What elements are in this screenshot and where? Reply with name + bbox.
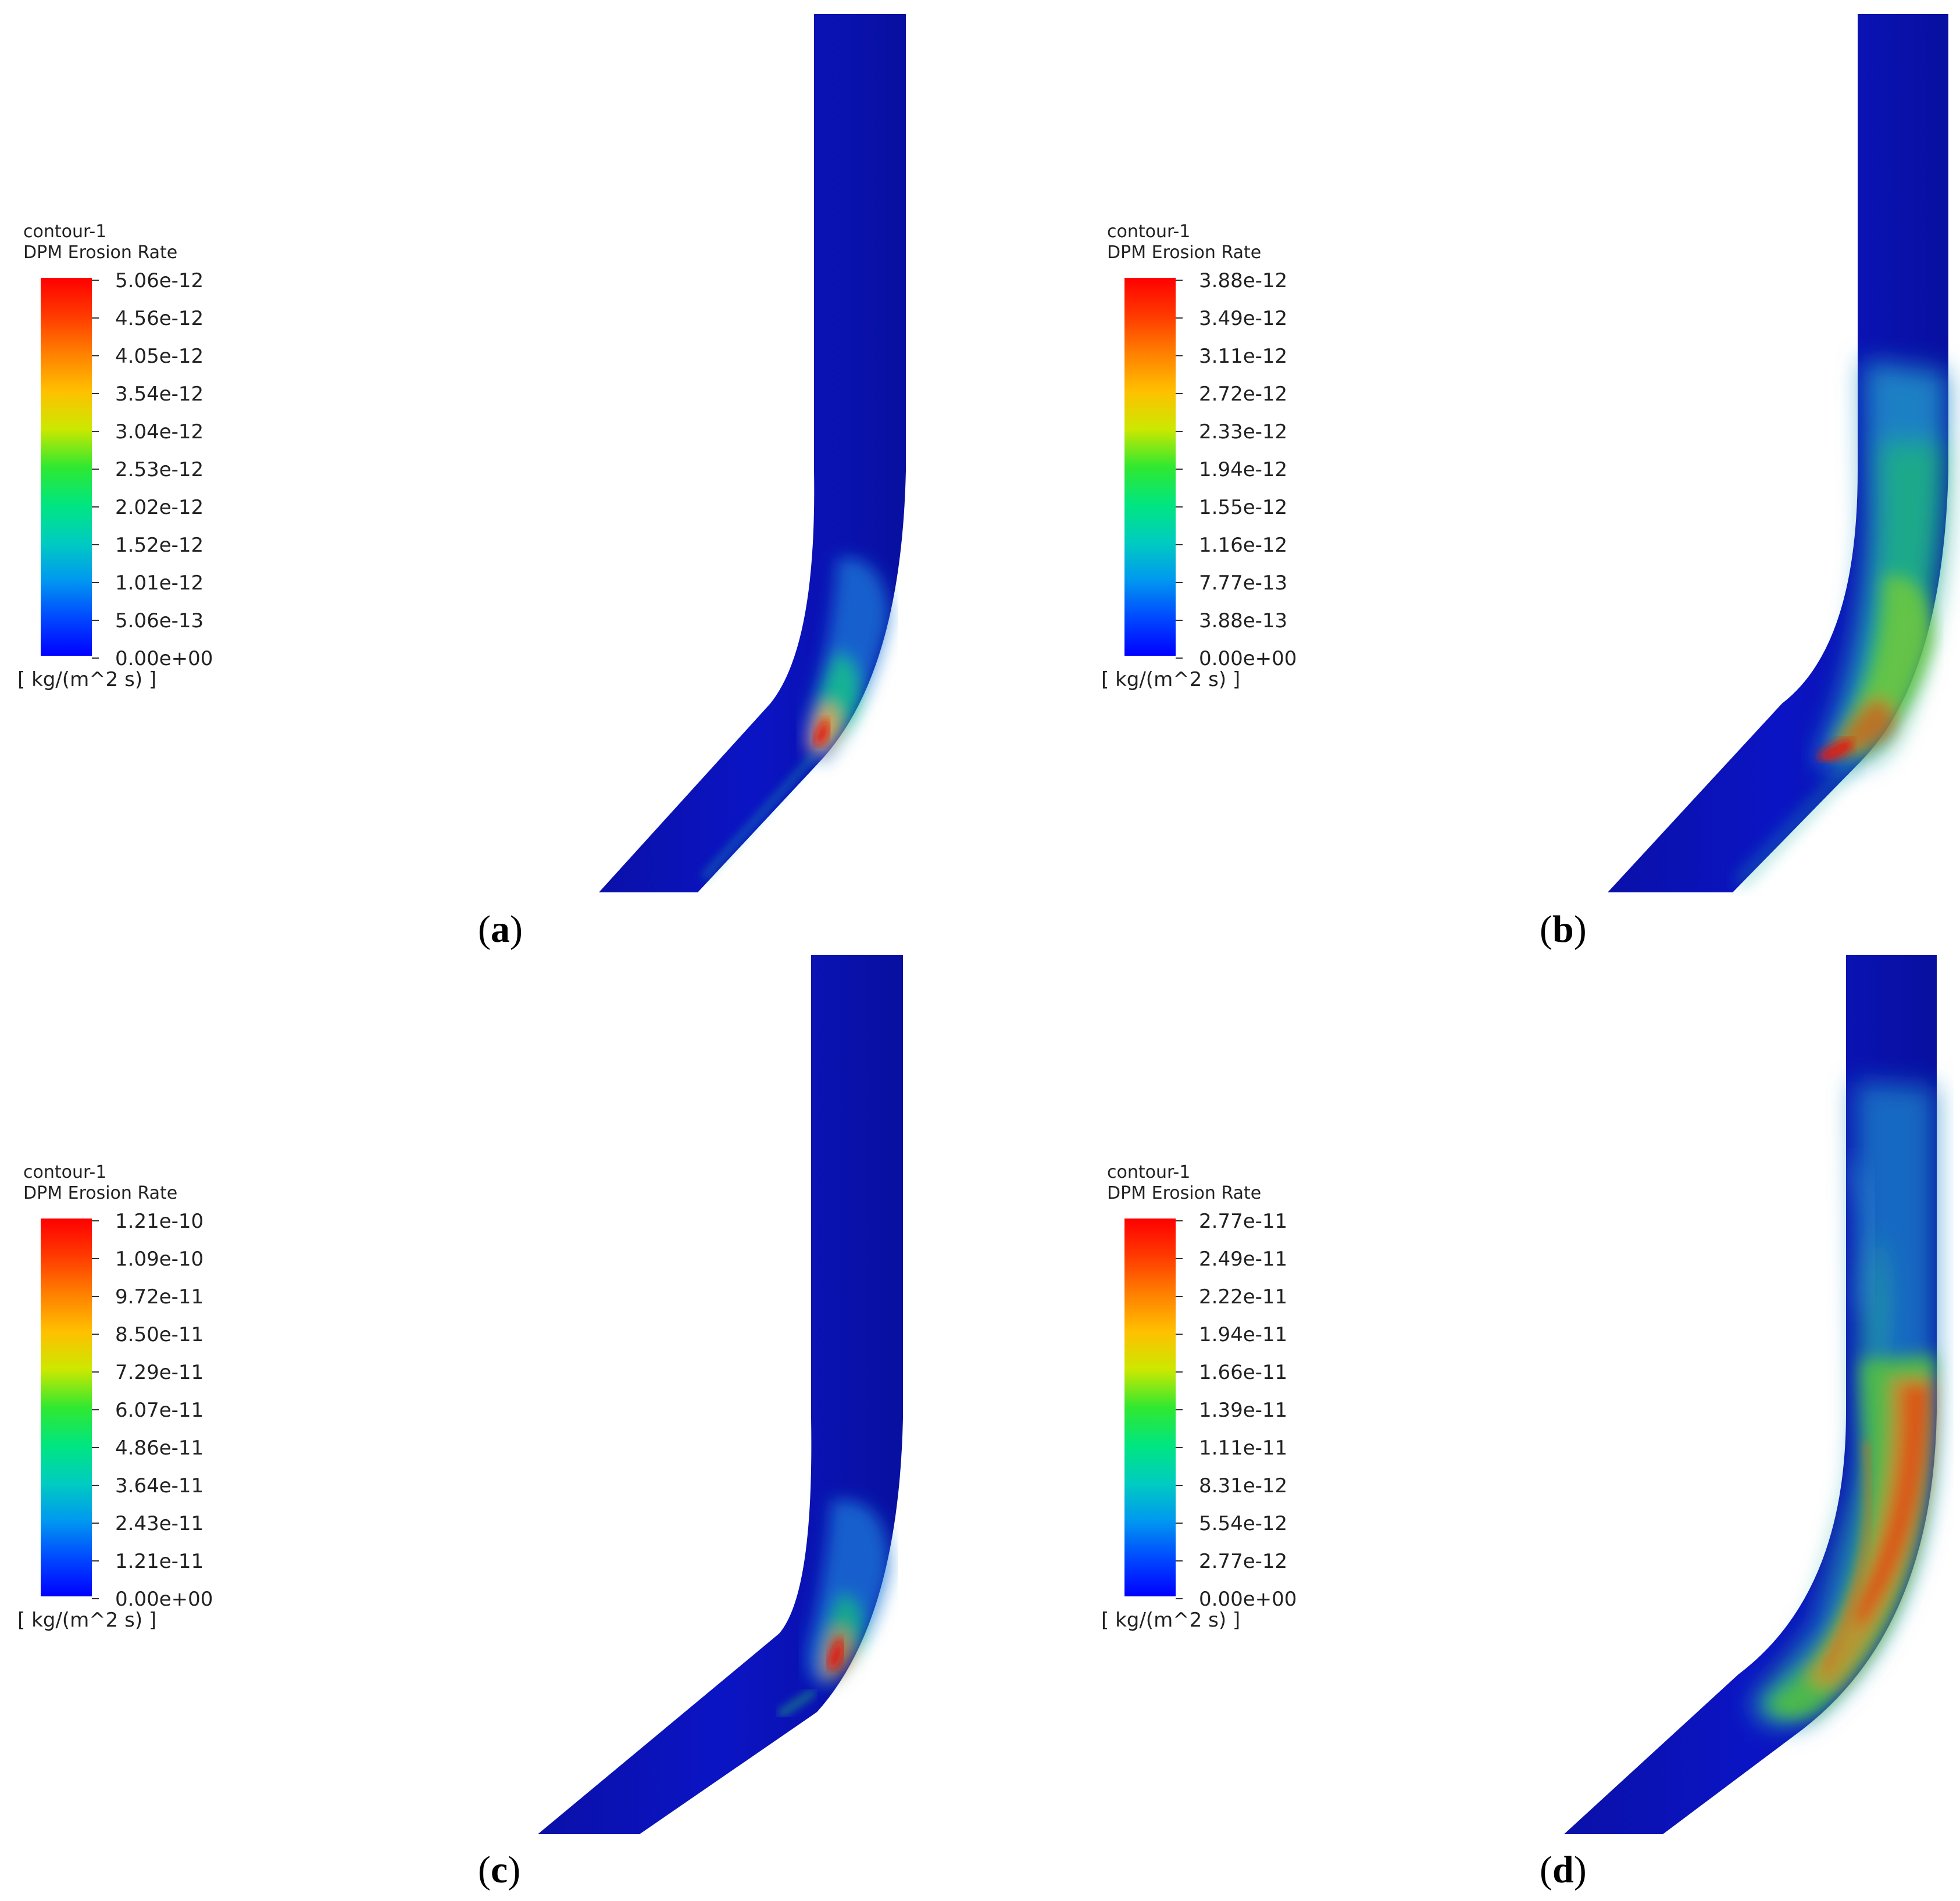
- pipe-b: [1608, 14, 1948, 892]
- panel-label-a: (a): [478, 908, 523, 950]
- erosion-peak: [1817, 738, 1853, 761]
- colorbar-tick-label: 1.52e-12: [115, 534, 204, 557]
- pipe-d: [1564, 955, 1937, 1834]
- legend-quantity: DPM Erosion Rate: [1107, 1183, 1261, 1203]
- colorbar-tick-label: 6.07e-11: [115, 1399, 204, 1422]
- colorbar-tick-label: 1.94e-11: [1199, 1323, 1287, 1346]
- colorbar-tick-label: 2.33e-12: [1199, 420, 1287, 444]
- colorbar-ticks: 1.21e-10 1.09e-10 9.72e-11 8.50e-11 7.29e-11…: [92, 1210, 213, 1611]
- colorbar-tick-label: 1.94e-12: [1199, 458, 1287, 481]
- legend-unit: [ kg/(m^2 s) ]: [17, 668, 156, 691]
- colorbar-ticks: 5.06e-12 4.56e-12 4.05e-12 3.54e-12 3.04e-12…: [92, 269, 213, 670]
- colorbar-ticks: 3.88e-12 3.49e-12 3.11e-12 2.72e-12 2.33e-12…: [1176, 269, 1297, 670]
- pipe-c: [538, 955, 903, 1834]
- colorbar: [41, 1219, 92, 1596]
- colorbar-tick-label: 0.00e+00: [1199, 1588, 1297, 1611]
- colorbar-tick-label: 7.77e-13: [1199, 571, 1287, 595]
- colorbar-tick-label: 8.31e-12: [1199, 1474, 1287, 1498]
- colorbar-tick-label: 2.22e-11: [1199, 1285, 1287, 1309]
- colorbar-tick-label: 7.29e-11: [115, 1361, 204, 1384]
- colorbar-tick-label: 2.53e-12: [115, 458, 204, 481]
- colorbar-tick-label: 2.77e-11: [1199, 1210, 1287, 1233]
- colorbar-tick-label: 9.72e-11: [115, 1285, 204, 1309]
- colorbar-tick-label: 3.88e-12: [1199, 269, 1287, 292]
- colorbar-tick-label: 8.50e-11: [115, 1323, 204, 1346]
- pipe-body: [599, 14, 906, 892]
- colorbar-tick-label: 3.11e-12: [1199, 345, 1287, 368]
- panel-label-b: (b): [1540, 908, 1587, 950]
- legend-name: contour-1: [23, 1162, 106, 1182]
- colorbar-tick-label: 0.00e+00: [1199, 647, 1297, 670]
- legend-c: contour-1 DPM Erosion Rate 1.21e-10 1.09e…: [17, 1162, 213, 1632]
- legend-a: contour-1 DPM Erosion Rate 5.06e-12 4.56e…: [17, 221, 213, 691]
- colorbar-tick-label: 1.55e-12: [1199, 496, 1287, 519]
- colorbar-tick-label: 3.49e-12: [1199, 307, 1287, 330]
- legend-unit: [ kg/(m^2 s) ]: [17, 1609, 156, 1632]
- panel-label-c: (c): [478, 1849, 520, 1891]
- legend-quantity: DPM Erosion Rate: [1107, 242, 1261, 263]
- colorbar: [1124, 278, 1176, 656]
- colorbar-tick-label: 3.04e-12: [115, 420, 204, 444]
- legend-unit: [ kg/(m^2 s) ]: [1101, 1609, 1240, 1632]
- legend-quantity: DPM Erosion Rate: [23, 242, 177, 263]
- panel-c: contour-1 DPM Erosion Rate 1.21e-10 1.09e…: [17, 955, 903, 1891]
- colorbar-tick-label: 4.05e-12: [115, 345, 204, 368]
- colorbar-tick-label: 0.00e+00: [115, 647, 213, 670]
- colorbar-tick-label: 5.06e-12: [115, 269, 204, 292]
- colorbar-tick-label: 1.39e-11: [1199, 1399, 1287, 1422]
- colorbar-tick-label: 1.16e-12: [1199, 534, 1287, 557]
- colorbar-tick-label: 1.01e-12: [115, 571, 204, 595]
- colorbar-tick-label: 3.88e-13: [1199, 609, 1287, 633]
- colorbar-tick-label: 3.64e-11: [115, 1474, 204, 1498]
- legend-b: contour-1 DPM Erosion Rate 3.88e-12 3.49e…: [1101, 221, 1297, 691]
- colorbar-tick-label: 0.00e+00: [115, 1588, 213, 1611]
- pipe-body: [538, 955, 903, 1834]
- colorbar-tick-label: 5.54e-12: [1199, 1512, 1287, 1535]
- colorbar-tick-label: 5.06e-13: [115, 609, 204, 633]
- colorbar-tick-label: 1.66e-11: [1199, 1361, 1287, 1384]
- legend-unit: [ kg/(m^2 s) ]: [1101, 668, 1240, 691]
- panel-d: contour-1 DPM Erosion Rate 2.77e-11 2.49e…: [1101, 955, 1937, 1891]
- colorbar: [1124, 1219, 1176, 1596]
- pipe-a: [599, 14, 906, 892]
- colorbar-ticks: 2.77e-11 2.49e-11 2.22e-11 1.94e-11 1.66e-11…: [1176, 1210, 1297, 1611]
- panel-label-d: (d): [1540, 1849, 1587, 1891]
- panel-a: contour-1 DPM Erosion Rate 5.06e-12 4.56e…: [17, 14, 906, 950]
- legend-d: contour-1 DPM Erosion Rate 2.77e-11 2.49e…: [1101, 1162, 1297, 1632]
- panel-b: contour-1 DPM Erosion Rate 3.88e-12 3.49e…: [1101, 14, 1948, 950]
- colorbar-tick-label: 1.21e-11: [115, 1550, 204, 1573]
- colorbar-tick-label: 1.21e-10: [115, 1210, 204, 1233]
- erosion-peak: [814, 718, 829, 746]
- colorbar: [41, 278, 92, 656]
- colorbar-tick-label: 2.49e-11: [1199, 1248, 1287, 1271]
- colorbar-tick-label: 2.72e-12: [1199, 383, 1287, 406]
- legend-quantity: DPM Erosion Rate: [23, 1183, 177, 1203]
- colorbar-tick-label: 4.56e-12: [115, 307, 204, 330]
- colorbar-tick-label: 1.11e-11: [1199, 1437, 1287, 1460]
- erosion-peak: [828, 1636, 843, 1670]
- legend-name: contour-1: [23, 221, 106, 242]
- legend-name: contour-1: [1107, 221, 1190, 242]
- colorbar-tick-label: 2.02e-12: [115, 496, 204, 519]
- colorbar-tick-label: 2.77e-12: [1199, 1550, 1287, 1573]
- legend-name: contour-1: [1107, 1162, 1190, 1182]
- colorbar-tick-label: 2.43e-11: [115, 1512, 204, 1535]
- colorbar-tick-label: 1.09e-10: [115, 1248, 204, 1271]
- colorbar-tick-label: 3.54e-12: [115, 383, 204, 406]
- colorbar-tick-label: 4.86e-11: [115, 1437, 204, 1460]
